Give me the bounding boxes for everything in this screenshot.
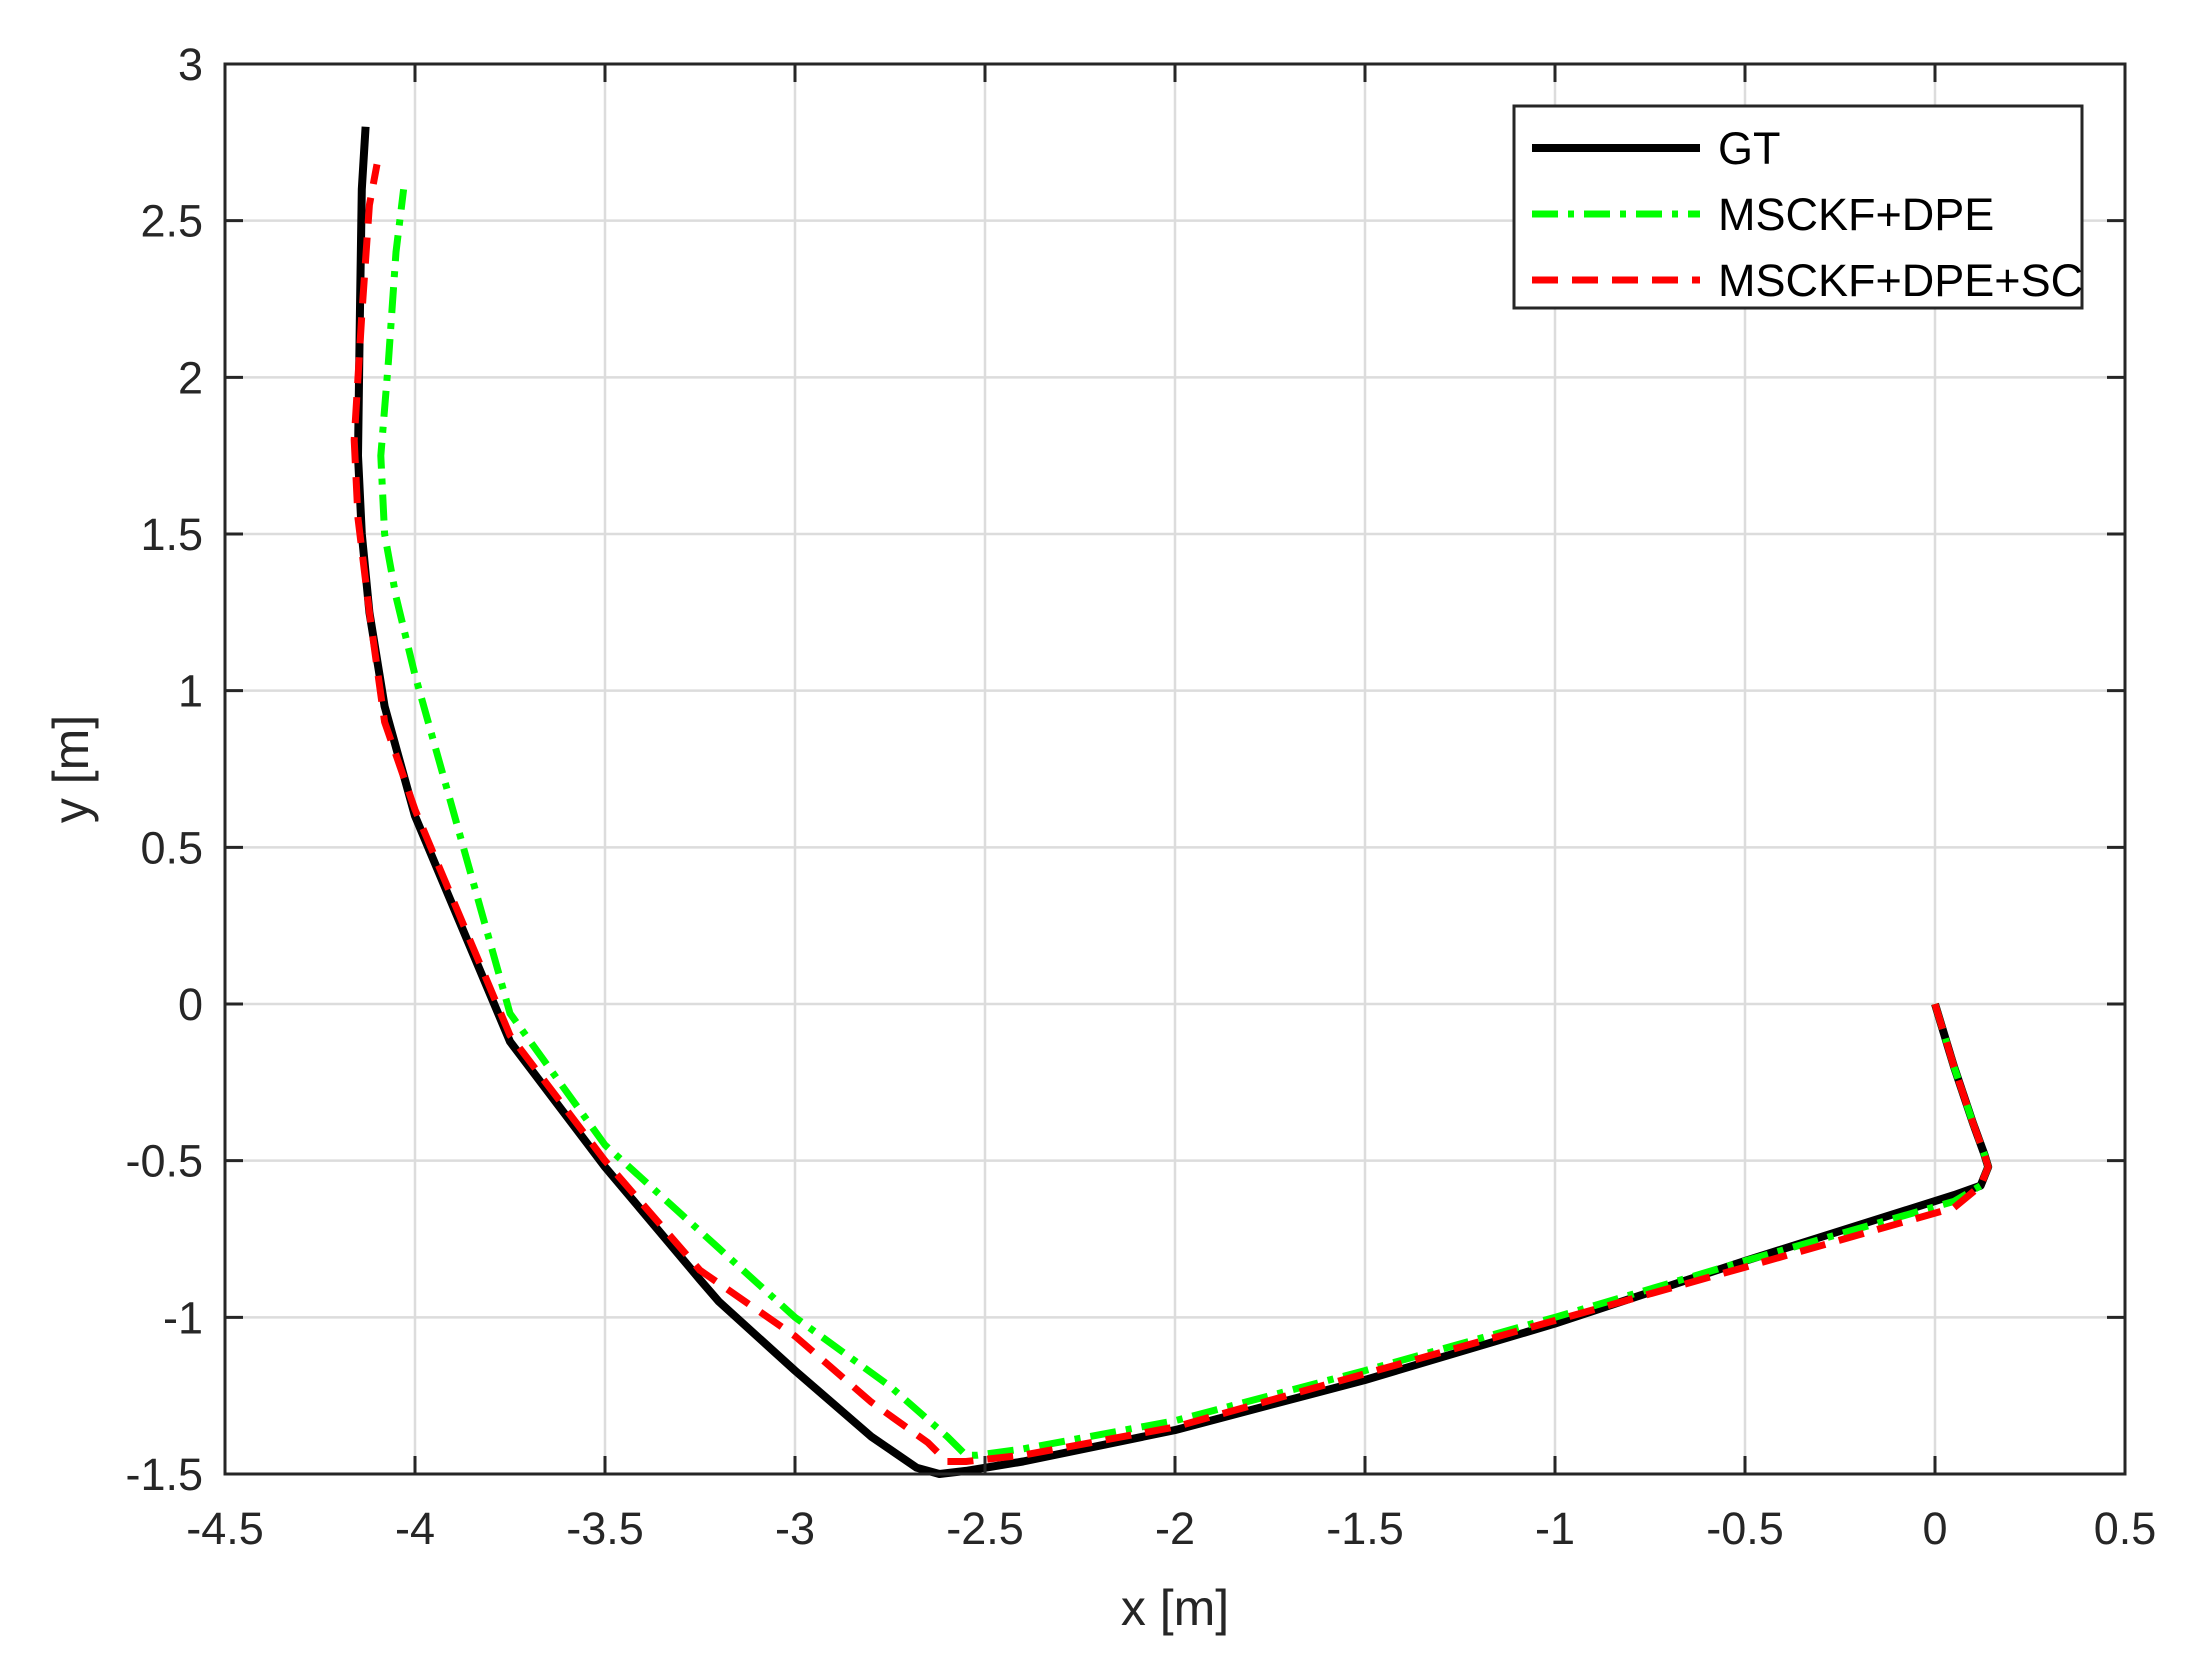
x-tick-label: -0.5 <box>1706 1503 1784 1554</box>
y-tick-label: 1.5 <box>140 509 203 560</box>
x-tick-label: -4.5 <box>186 1503 264 1554</box>
x-tick-label: -2.5 <box>946 1503 1024 1554</box>
x-axis-label: x [m] <box>1121 1580 1229 1636</box>
legend: GT MSCKF+DPE MSCKF+DPE+SC <box>1512 104 2084 310</box>
x-tick-label: 0.5 <box>2094 1503 2157 1554</box>
y-tick-label: 3 <box>178 39 203 90</box>
y-tick-label: 2 <box>178 352 203 403</box>
legend-box <box>1512 104 2084 310</box>
legend-label: MSCKF+DPE+SC <box>1718 255 2083 306</box>
y-axis-label: y [m] <box>43 715 99 823</box>
x-tick-label: 0 <box>1922 1503 1947 1554</box>
legend-label: GT <box>1718 123 1781 174</box>
y-tick-label: -0.5 <box>125 1136 203 1187</box>
legend-label: MSCKF+DPE <box>1718 189 1994 240</box>
series-line-msckf-dpe-sc <box>350 163 1992 1465</box>
y-tick-label: -1.5 <box>125 1449 203 1500</box>
y-tick-label: 0 <box>178 979 203 1030</box>
x-tick-label: -4 <box>395 1503 435 1554</box>
x-tick-labels: -4.5 -4 -3.5 -3 -2.5 -2 -1.5 -1 -0.5 0 0.5 <box>186 1503 2156 1554</box>
legend-entries: GT MSCKF+DPE MSCKF+DPE+SC <box>1532 123 2083 306</box>
x-tick-label: -3 <box>775 1503 815 1554</box>
y-tick-label: 0.5 <box>140 822 203 873</box>
series-lines <box>350 126 1993 1478</box>
x-tick-label: -1.5 <box>1326 1503 1404 1554</box>
x-tick-label: -2 <box>1155 1503 1195 1554</box>
y-tick-label: 2.5 <box>140 196 203 247</box>
tick-marks <box>223 62 2127 1476</box>
x-tick-label: -3.5 <box>566 1503 644 1554</box>
y-tick-label: -1 <box>163 1292 203 1343</box>
y-tick-label: 1 <box>178 666 203 717</box>
x-tick-label: -1 <box>1535 1503 1575 1554</box>
y-tick-labels: -1.5 -1 -0.5 0 0.5 1 1.5 2 2.5 3 <box>125 39 203 1500</box>
